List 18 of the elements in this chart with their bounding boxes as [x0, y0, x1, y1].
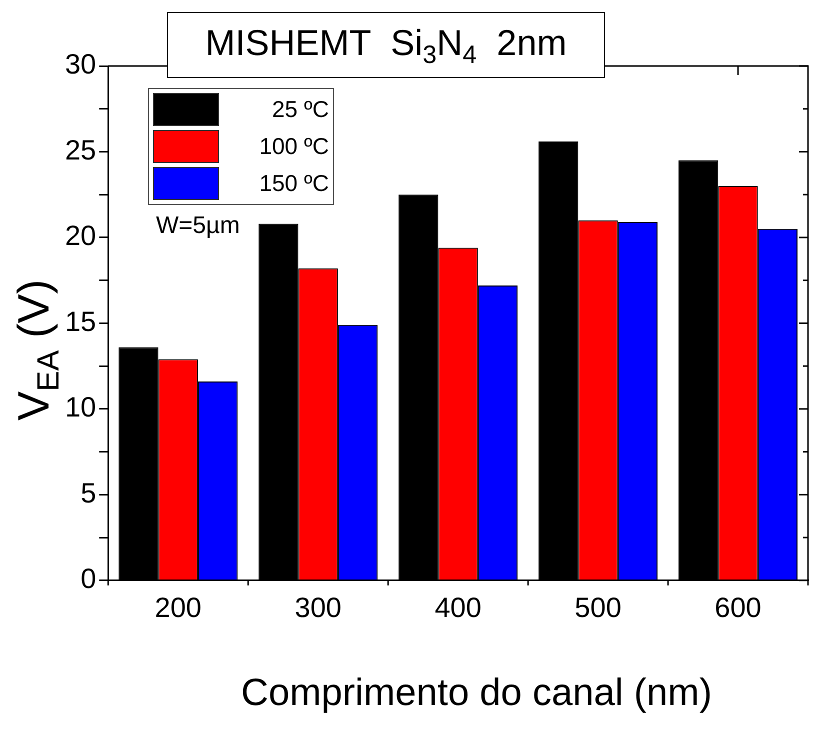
- chart-title: MISHEMT Si$_{3}$N$_{4}$ 2nm: [167, 12, 605, 78]
- legend-label: 25 ºC: [271, 96, 329, 123]
- y-tick-label: 20: [64, 220, 96, 252]
- y-tick-label: 15: [64, 306, 96, 337]
- x-axis-title: Comprimento do canal (nm): [240, 672, 713, 715]
- y-tick-label: 30: [64, 48, 96, 80]
- x-tick-label: 200: [154, 592, 202, 623]
- x-tick-label: 600: [714, 592, 762, 623]
- y-tick-label: 5: [80, 477, 96, 508]
- legend-label: 150 ºC: [258, 170, 329, 197]
- x-tick-label: 300: [294, 592, 342, 623]
- y-tick-label: 0: [80, 563, 96, 594]
- y-tick-label: 25: [64, 134, 96, 166]
- y-tick-label: 10: [64, 392, 96, 423]
- legend-label: 100 ºC: [258, 133, 329, 160]
- x-tick-label: 500: [574, 592, 622, 623]
- x-tick-label: 400: [434, 592, 482, 623]
- annotation: W=5µm: [156, 212, 240, 240]
